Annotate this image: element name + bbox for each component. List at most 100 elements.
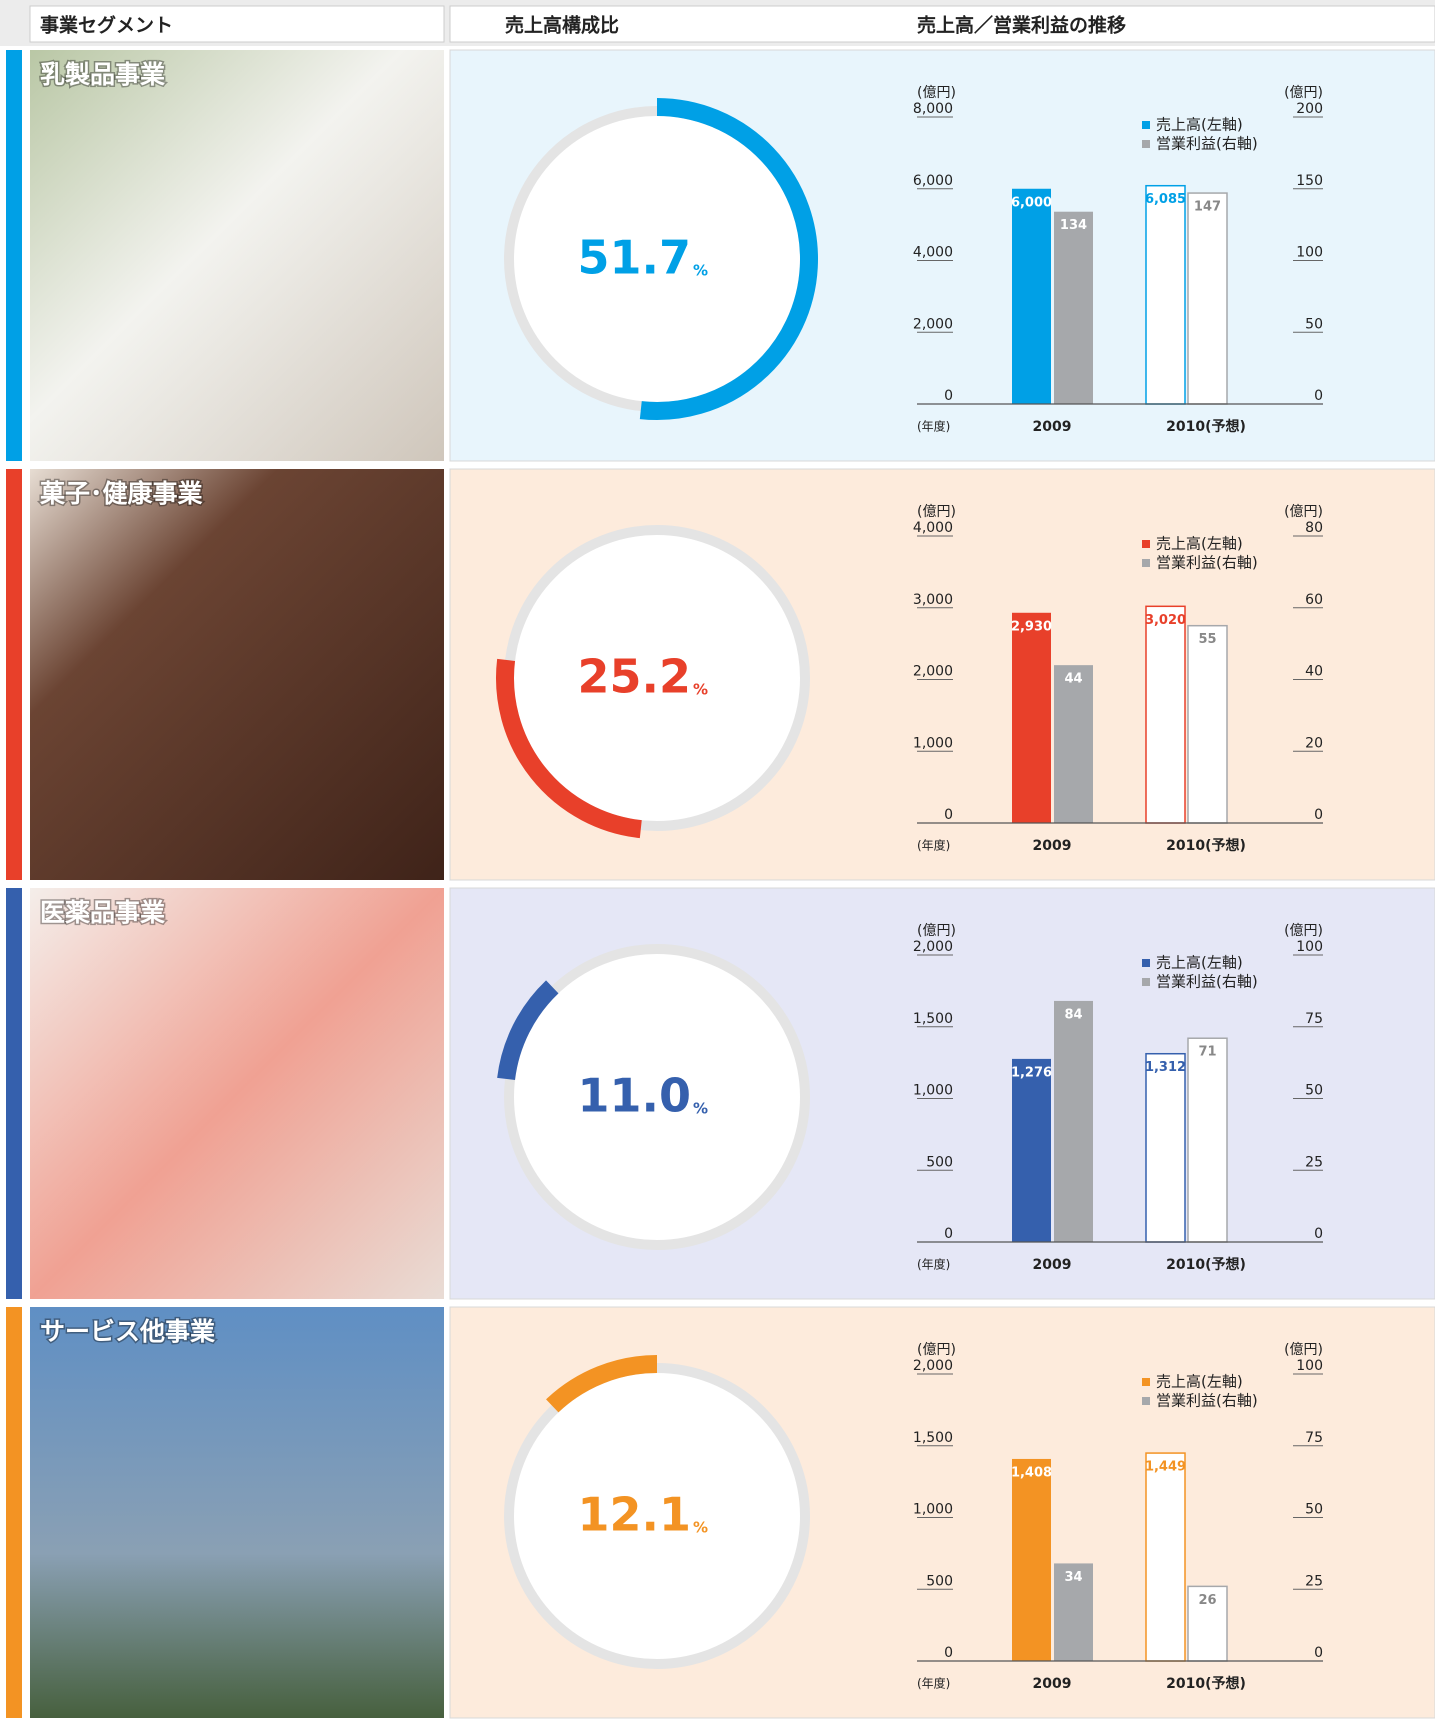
y-tick-label: 1,000 bbox=[913, 1502, 953, 1518]
value-label: 147 bbox=[1194, 200, 1221, 215]
share-value: 12.1 bbox=[578, 1488, 692, 1542]
bar bbox=[1054, 1000, 1093, 1242]
color-strip bbox=[6, 888, 22, 1299]
share-arc bbox=[497, 980, 559, 1081]
y-tick-label: 0 bbox=[944, 1226, 953, 1242]
y-tick-label: 4,000 bbox=[913, 245, 953, 261]
y-unit: (億円) bbox=[917, 504, 956, 520]
value-label: 34 bbox=[1064, 1570, 1082, 1585]
share-arc bbox=[546, 1355, 658, 1413]
x-label: (年度) bbox=[917, 419, 950, 434]
y2-unit: (億円) bbox=[1284, 1342, 1323, 1358]
bar bbox=[1145, 605, 1186, 824]
value-label: 134 bbox=[1060, 218, 1087, 233]
value-label: 84 bbox=[1064, 1007, 1082, 1022]
y-unit: (億円) bbox=[917, 85, 956, 101]
value-label: 2,930 bbox=[1011, 619, 1052, 634]
x-label: (年度) bbox=[917, 1676, 950, 1691]
column-title: 売上高構成比 bbox=[505, 14, 619, 37]
y-tick-label: 2,000 bbox=[913, 939, 953, 955]
legend-label: 営業利益(右軸) bbox=[1156, 973, 1258, 991]
share-arc bbox=[639, 98, 818, 420]
y2-tick-label: 50 bbox=[1305, 316, 1323, 332]
value-label: 71 bbox=[1198, 1045, 1216, 1060]
column-title: 事業セグメント bbox=[40, 14, 173, 37]
bar bbox=[1187, 624, 1228, 824]
bar bbox=[1145, 184, 1186, 405]
share-value: 25.2 bbox=[578, 650, 692, 704]
bar bbox=[1054, 211, 1093, 404]
y-tick-label: 6,000 bbox=[913, 173, 953, 189]
value-label: 6,000 bbox=[1011, 195, 1052, 210]
header-cell bbox=[449, 5, 1435, 43]
color-strip bbox=[6, 469, 22, 880]
value-label: 55 bbox=[1198, 632, 1216, 647]
x-tick-label: 2010(予想) bbox=[1166, 837, 1246, 854]
y2-tick-label: 0 bbox=[1314, 1226, 1323, 1242]
y-tick-label: 1,500 bbox=[913, 1430, 953, 1446]
bar bbox=[1012, 612, 1051, 823]
bar bbox=[1187, 1585, 1228, 1662]
color-strip bbox=[6, 1307, 22, 1718]
photo bbox=[30, 469, 444, 880]
legend-label: 売上高(左軸) bbox=[1156, 116, 1243, 134]
segment-name: 乳製品事業 bbox=[40, 60, 165, 89]
x-tick-label: 2009 bbox=[1033, 838, 1072, 854]
legend-label: 売上高(左軸) bbox=[1156, 535, 1243, 553]
y2-tick-label: 200 bbox=[1296, 101, 1323, 117]
y-tick-label: 2,000 bbox=[913, 316, 953, 332]
legend-swatch bbox=[1142, 121, 1150, 129]
y2-tick-label: 0 bbox=[1314, 388, 1323, 404]
y-unit: (億円) bbox=[917, 1342, 956, 1358]
photo bbox=[30, 1307, 444, 1718]
share-unit: % bbox=[693, 681, 708, 699]
y2-tick-label: 75 bbox=[1305, 1430, 1323, 1446]
bar bbox=[1145, 1052, 1186, 1243]
legend-label: 売上高(左軸) bbox=[1156, 1373, 1243, 1391]
y-tick-label: 0 bbox=[944, 1645, 953, 1661]
y2-tick-label: 25 bbox=[1305, 1154, 1323, 1170]
bar bbox=[1145, 1452, 1186, 1662]
bar bbox=[1012, 1458, 1051, 1661]
y2-unit: (億円) bbox=[1284, 923, 1323, 939]
segment-row: サービス他事業 12.1% bbox=[6, 1306, 1435, 1719]
share-unit: % bbox=[693, 262, 708, 280]
y2-tick-label: 60 bbox=[1305, 592, 1323, 608]
y-tick-label: 2,000 bbox=[913, 664, 953, 680]
photo bbox=[30, 50, 444, 461]
value-label: 1,449 bbox=[1145, 1460, 1186, 1475]
y-tick-label: 0 bbox=[944, 388, 953, 404]
legend-swatch bbox=[1142, 540, 1150, 548]
y-unit: (億円) bbox=[917, 923, 956, 939]
y-tick-label: 3,000 bbox=[913, 592, 953, 608]
column-title: 売上高／営業利益の推移 bbox=[917, 14, 1126, 37]
legend-swatch bbox=[1142, 978, 1150, 986]
segment-row: 菓子･健康事業 25.2% bbox=[6, 468, 1435, 881]
x-tick-label: 2010(予想) bbox=[1166, 1256, 1246, 1273]
x-label: (年度) bbox=[917, 1257, 950, 1272]
x-tick-label: 2009 bbox=[1033, 1257, 1072, 1273]
bar bbox=[1054, 665, 1093, 823]
bar bbox=[1187, 1037, 1228, 1243]
legend-swatch bbox=[1142, 559, 1150, 567]
value-label: 1,408 bbox=[1011, 1465, 1052, 1480]
color-strip bbox=[6, 50, 22, 461]
y2-tick-label: 50 bbox=[1305, 1083, 1323, 1099]
value-label: 26 bbox=[1198, 1593, 1216, 1608]
y2-tick-label: 100 bbox=[1296, 245, 1323, 261]
share-unit: % bbox=[693, 1100, 708, 1118]
y2-tick-label: 100 bbox=[1296, 1358, 1323, 1374]
y2-tick-label: 80 bbox=[1305, 520, 1323, 536]
value-label: 6,085 bbox=[1145, 192, 1186, 207]
share-value: 11.0 bbox=[578, 1069, 692, 1123]
y-tick-label: 500 bbox=[926, 1154, 953, 1170]
segment-name: 菓子･健康事業 bbox=[39, 479, 203, 508]
x-tick-label: 2009 bbox=[1033, 1676, 1072, 1692]
bar bbox=[1187, 192, 1228, 405]
y2-tick-label: 25 bbox=[1305, 1573, 1323, 1589]
bar bbox=[1012, 188, 1051, 404]
share-arc bbox=[496, 658, 642, 839]
y2-unit: (億円) bbox=[1284, 504, 1323, 520]
